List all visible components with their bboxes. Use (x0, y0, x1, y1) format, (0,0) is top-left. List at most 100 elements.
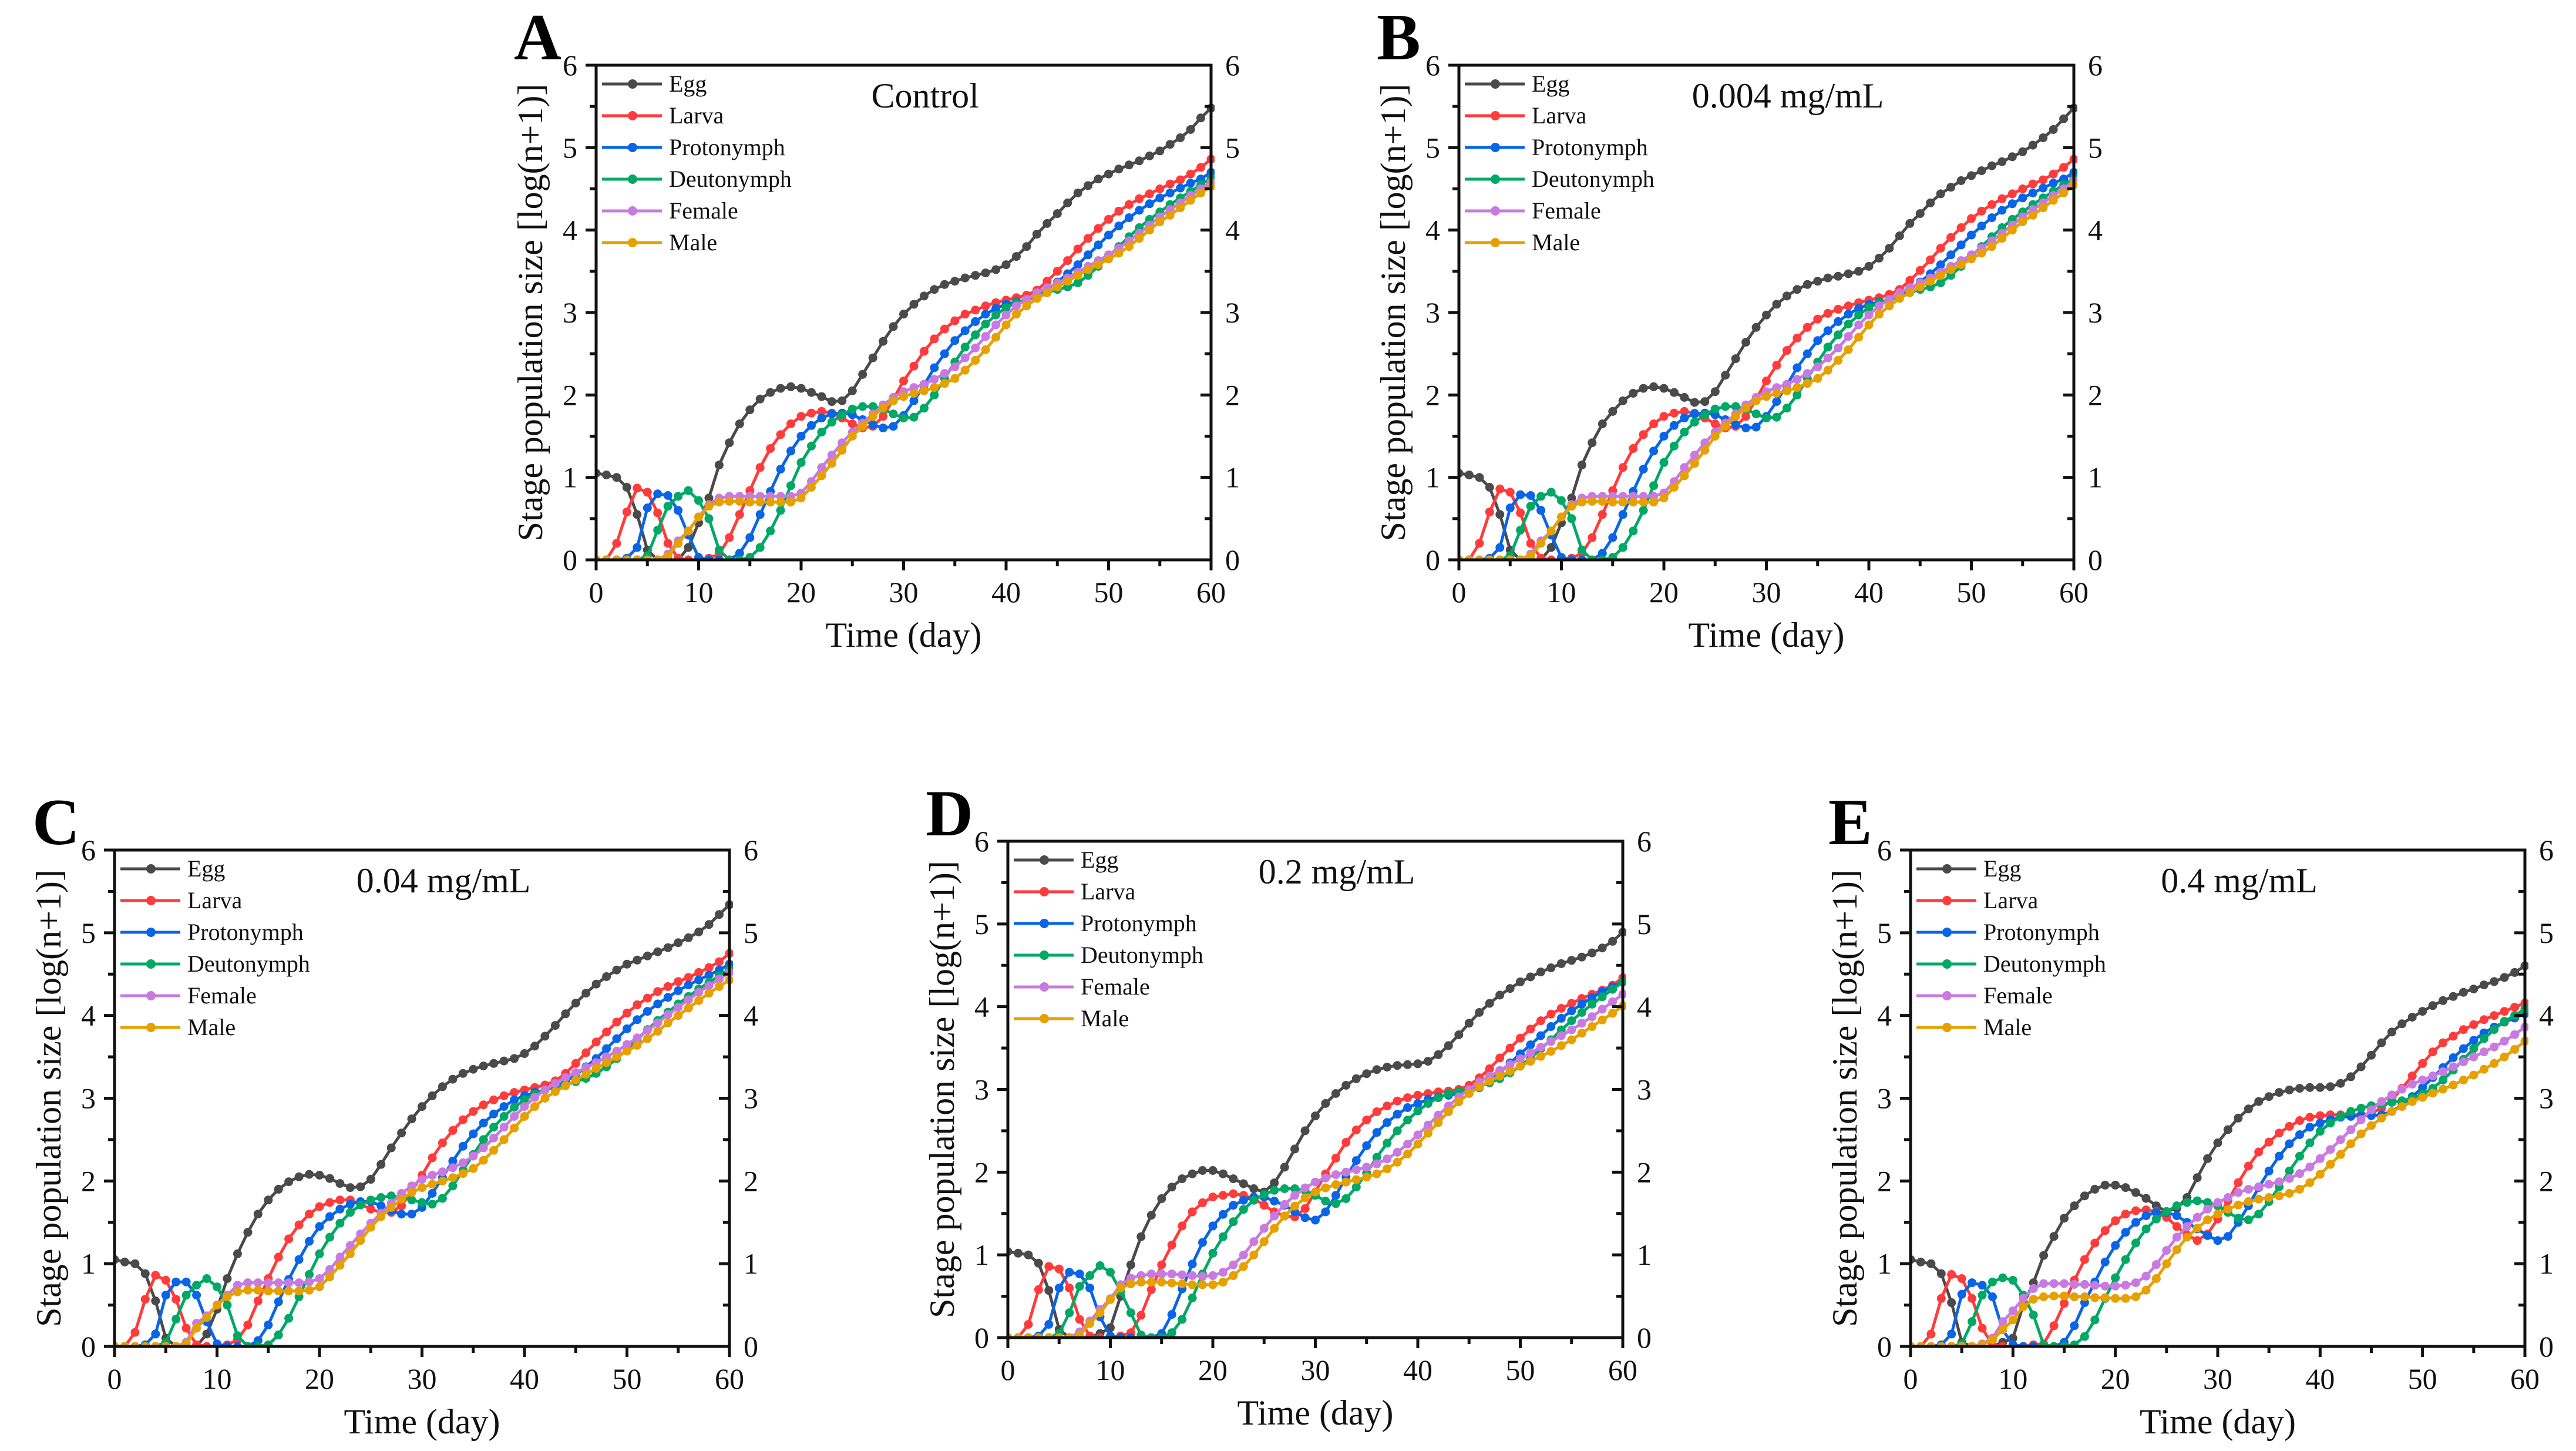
data-point-egg (950, 277, 960, 286)
data-point-egg (1155, 146, 1165, 156)
data-point-male (663, 1018, 672, 1027)
data-point-larva (1505, 488, 1515, 497)
data-point-female (1157, 1269, 1166, 1279)
data-point-protonymph (1198, 1238, 1207, 1247)
data-point-larva (591, 1037, 601, 1047)
data-point-female (1022, 295, 1031, 304)
legend-item: Egg (1916, 855, 2021, 882)
data-point-egg (356, 1182, 365, 1191)
data-point-egg (1926, 198, 1935, 207)
data-point-male (1588, 496, 1597, 506)
data-point-egg (2326, 1082, 2335, 1091)
data-point-deutonymph (1351, 1183, 1361, 1192)
data-point-larva (1146, 1285, 1156, 1294)
data-point-egg (1157, 1194, 1166, 1203)
data-point-female (663, 1010, 672, 1019)
data-point-larva (879, 412, 888, 421)
data-point-egg (714, 461, 724, 470)
data-point-deutonymph (1280, 1184, 1289, 1193)
data-point-egg (1721, 371, 1730, 380)
data-point-egg (1135, 156, 1144, 166)
data-point-larva (1186, 169, 1195, 179)
data-point-protonymph (1967, 230, 1976, 240)
data-point-male (2007, 226, 2017, 235)
data-point-male (386, 1203, 396, 1212)
data-point-egg (386, 1143, 396, 1153)
data-point-larva (2172, 1222, 2181, 1231)
data-point-male (2121, 1294, 2130, 1303)
data-point-male (1618, 498, 1627, 507)
data-point-male (1186, 196, 1195, 205)
legend-swatch-marker (1942, 896, 1952, 905)
data-point-female (264, 1278, 273, 1288)
data-point-male (2500, 1052, 2509, 1062)
x-tick-label: 10 (1096, 1353, 1125, 1386)
legend: Egg Larva Protonymph Deutonymph Female Male (1465, 70, 1654, 256)
data-point-female (2275, 1177, 2284, 1187)
data-point-male (1485, 1076, 1494, 1086)
x-tick-label: 30 (889, 576, 919, 609)
data-point-female (418, 1175, 426, 1184)
data-point-male (1741, 404, 1751, 413)
data-point-protonymph (1526, 1040, 1535, 1049)
data-point-male (469, 1164, 478, 1173)
data-point-male (499, 1135, 509, 1144)
data-point-egg (633, 955, 642, 965)
data-point-female (1588, 1012, 1597, 1022)
data-point-larva (1936, 244, 1945, 253)
data-point-female (1854, 320, 1864, 330)
data-point-male (1106, 1295, 1115, 1304)
data-point-female (581, 1063, 591, 1072)
data-point-larva (2418, 1059, 2427, 1068)
data-point-female (653, 1018, 663, 1027)
data-point-female (1178, 1270, 1187, 1279)
legend-swatch-marker (1942, 1023, 1952, 1032)
data-point-egg (2397, 1019, 2407, 1029)
data-point-protonymph (397, 1210, 406, 1219)
data-point-protonymph (1536, 506, 1546, 515)
data-point-male (2387, 1107, 2396, 1116)
data-point-egg (1270, 1178, 1279, 1188)
legend-label: Protonymph (187, 919, 304, 945)
data-point-male (1577, 498, 1586, 507)
data-point-larva (1073, 244, 1082, 254)
data-point-male (1557, 512, 1566, 522)
data-point-protonymph (1741, 424, 1751, 432)
data-point-egg (1104, 169, 1113, 179)
data-point-egg (130, 1259, 140, 1268)
legend-swatch-marker (1942, 959, 1952, 969)
data-point-egg (2264, 1092, 2274, 1101)
data-point-larva (1044, 1262, 1054, 1271)
data-point-male (1145, 226, 1154, 235)
legend-label: Larva (1081, 878, 1136, 905)
data-point-egg (2407, 1013, 2417, 1022)
data-point-deutonymph (1772, 412, 1781, 422)
data-point-larva (2264, 1137, 2274, 1147)
data-point-larva (1155, 184, 1165, 193)
data-point-male (2367, 1121, 2376, 1130)
panel-letter: E (1828, 786, 1872, 859)
data-point-male (704, 989, 714, 998)
data-point-male (2070, 1292, 2079, 1301)
series-group (115, 900, 733, 1346)
data-point-male (2192, 1224, 2202, 1233)
data-point-egg (1700, 397, 1710, 407)
data-point-protonymph (1165, 189, 1175, 197)
data-point-male (1536, 539, 1546, 548)
data-point-female (1372, 1159, 1381, 1168)
data-point-egg (1495, 990, 1505, 1000)
legend-swatch-marker (146, 991, 156, 1000)
data-point-deutonymph (202, 1274, 211, 1283)
data-point-protonymph (2008, 1340, 2017, 1346)
data-point-egg (2049, 125, 2058, 134)
data-point-deutonymph (2029, 1311, 2038, 1319)
data-point-egg (2090, 1184, 2100, 1194)
data-point-male (489, 1146, 499, 1155)
data-point-egg (663, 943, 672, 952)
x-tick-label: 10 (1547, 576, 1576, 609)
data-point-male (1413, 1140, 1422, 1148)
data-point-egg (1588, 438, 1597, 448)
data-point-male (1946, 265, 1956, 274)
data-point-protonymph (2039, 183, 2048, 193)
